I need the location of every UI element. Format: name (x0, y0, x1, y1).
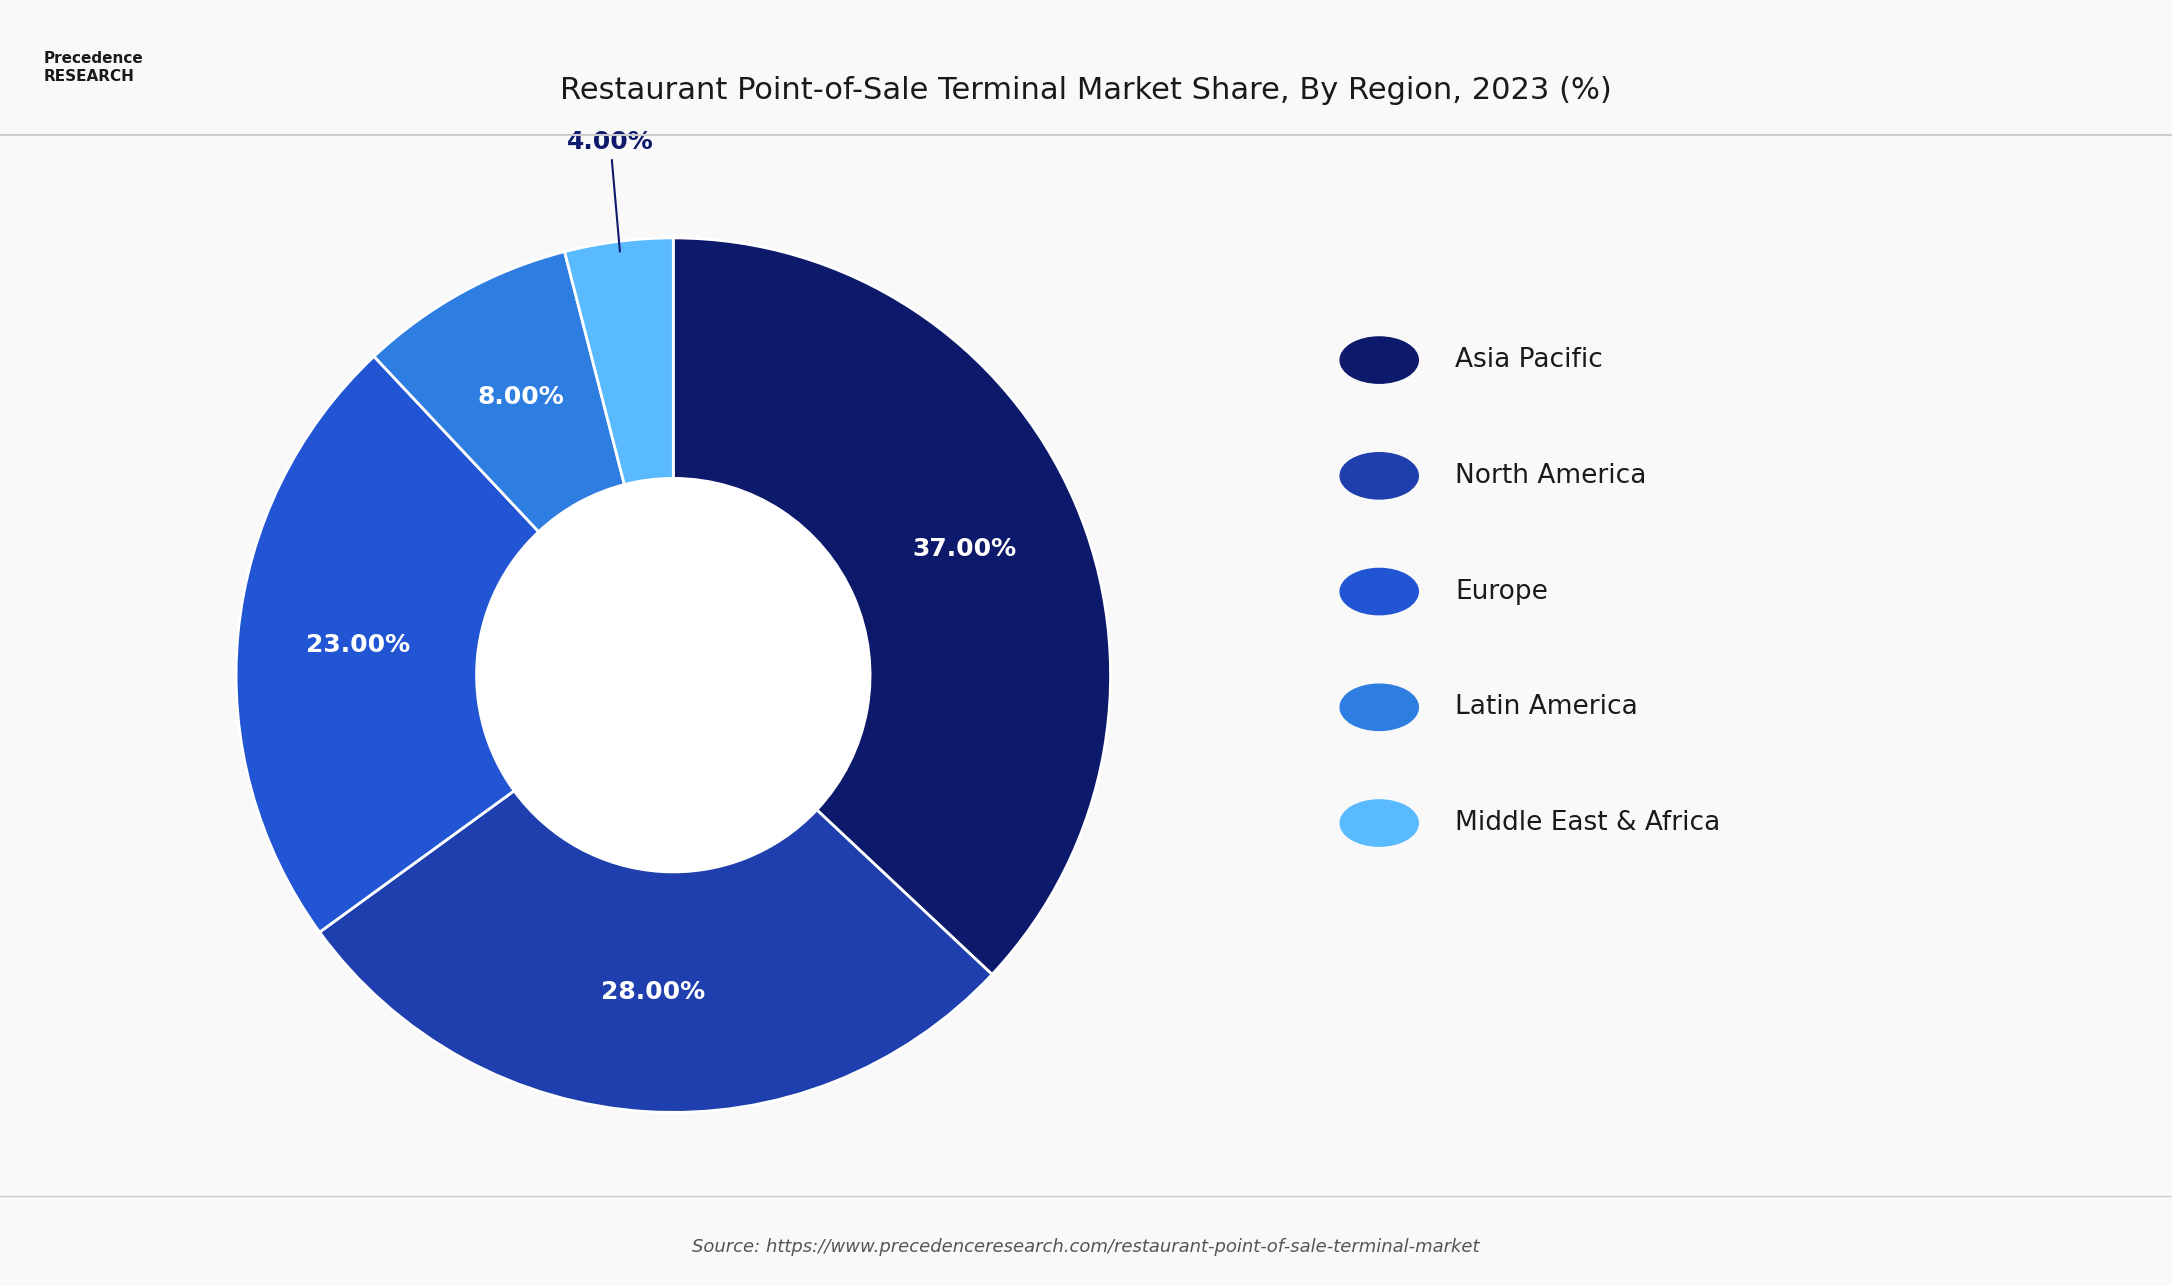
Text: 8.00%: 8.00% (478, 386, 565, 409)
Circle shape (476, 478, 871, 872)
Text: 23.00%: 23.00% (306, 633, 411, 657)
Text: Asia Pacific: Asia Pacific (1455, 347, 1603, 373)
Text: Source: https://www.precedenceresearch.com/restaurant-point-of-sale-terminal-mar: Source: https://www.precedenceresearch.c… (693, 1238, 1479, 1256)
Text: Middle East & Africa: Middle East & Africa (1455, 810, 1720, 836)
Text: Latin America: Latin America (1455, 694, 1638, 720)
Text: North America: North America (1455, 463, 1646, 489)
Wedge shape (673, 238, 1110, 975)
Text: 28.00%: 28.00% (602, 980, 706, 1003)
Wedge shape (565, 238, 673, 485)
Text: Europe: Europe (1455, 579, 1549, 604)
Wedge shape (374, 252, 623, 531)
Text: Restaurant Point-of-Sale Terminal Market Share, By Region, 2023 (%): Restaurant Point-of-Sale Terminal Market… (560, 76, 1612, 104)
Text: 37.00%: 37.00% (912, 538, 1016, 561)
Text: Precedence
RESEARCH: Precedence RESEARCH (43, 51, 143, 84)
Wedge shape (319, 791, 993, 1112)
Text: 4.00%: 4.00% (567, 130, 654, 252)
Wedge shape (237, 356, 539, 932)
